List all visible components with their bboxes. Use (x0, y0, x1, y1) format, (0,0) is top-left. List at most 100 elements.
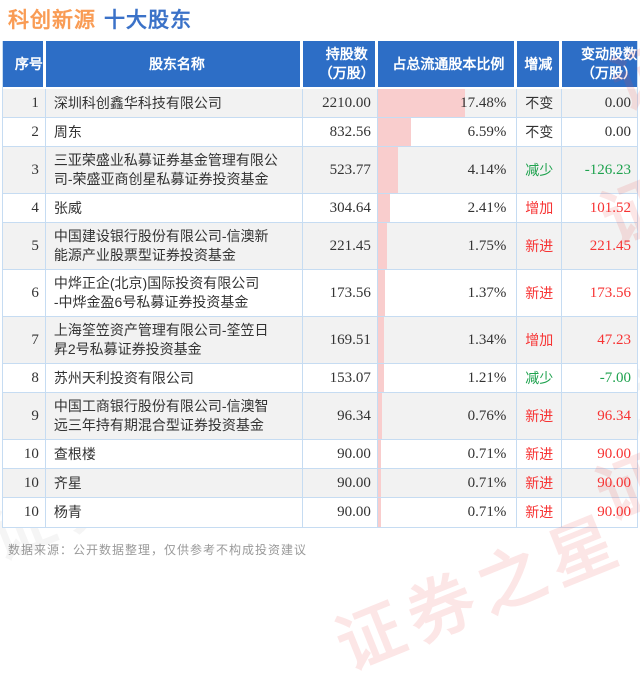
cell-percent: 4.14% (377, 147, 518, 194)
cell-percent: 0.76% (377, 393, 518, 440)
table-row: 10 查根楼 90.00 0.71% 新进 90.00 (3, 440, 638, 469)
cell-change-shares: 101.52 (562, 194, 638, 223)
cell-percent: 17.48% (377, 89, 518, 118)
cell-change-label: 新进 (517, 498, 563, 527)
percent-value: 0.76% (467, 407, 507, 424)
cell-shares: 90.00 (303, 469, 378, 498)
cell-shareholder-name: 中烨正企(北京)国际投资有限公司 -中烨金盈6号私募证券投资基金 (45, 270, 304, 317)
cell-rank: 3 (3, 147, 46, 194)
cell-change-label: 增加 (517, 317, 563, 364)
percent-value: 0.71% (467, 474, 507, 491)
table-row: 5 中国建设银行股份有限公司-信澳新 能源产业股票型证券投资基金 221.45 1.7… (3, 223, 638, 270)
cell-change-shares: 47.23 (562, 317, 638, 364)
percent-value: 1.21% (467, 369, 507, 386)
cell-shares: 2210.00 (303, 89, 378, 118)
percent-bar (377, 440, 382, 468)
cell-percent: 1.75% (377, 223, 518, 270)
header-rank: 序号 (3, 41, 46, 89)
percent-value: 1.34% (467, 331, 507, 348)
table-header-row: 序号 股东名称 持股数 （万股） 占总流通股本比例 增减 变动股数 （万股） (3, 41, 637, 89)
cell-shares: 96.34 (303, 393, 378, 440)
percent-bar (377, 498, 382, 527)
table-row: 1 深圳科创鑫华科技有限公司 2210.00 17.48% 不变 0.00 (3, 89, 638, 118)
cell-percent: 1.37% (377, 270, 518, 317)
percent-bar (377, 364, 384, 392)
cell-change-shares: 90.00 (597, 504, 632, 520)
table-row: 6 中烨正企(北京)国际投资有限公司 -中烨金盈6号私募证券投资基金 173.56 1… (3, 270, 638, 317)
shareholders-table: 序号 股东名称 持股数 （万股） 占总流通股本比例 增减 变动股数 （万股） 1… (2, 41, 638, 528)
cell-shareholder-name: 三亚荣盛业私募证券基金管理有限公 司-荣盛亚商创星私募证券投资基金 (45, 147, 304, 194)
cell-shares: 832.56 (303, 118, 378, 147)
header-shareholder: 股东名称 (45, 41, 304, 89)
cell-rank: 8 (3, 364, 46, 393)
cell-shareholder-name: 周东 (45, 118, 304, 147)
cell-shareholder-name: 深圳科创鑫华科技有限公司 (45, 89, 304, 118)
cell-change-shares: 96.34 (562, 393, 638, 440)
cell-change-label: 新进 (517, 223, 563, 270)
cell-rank: 10 (3, 440, 46, 469)
cell-change-shares: 173.56 (562, 270, 638, 317)
percent-bar (377, 223, 387, 269)
percent-bar (377, 147, 399, 193)
cell-change-shares: -126.23 (562, 147, 638, 194)
header-delta: 变动股数 （万股） (562, 41, 637, 89)
percent-bar (377, 118, 411, 146)
cell-change-label: 不变 (517, 89, 563, 118)
cell-shareholder-name: 中国工商银行股份有限公司-信澳智 远三年持有期混合型证券投资基金 (45, 393, 304, 440)
cell-shares: 90.00 (303, 440, 378, 469)
cell-percent: 0.71% (377, 469, 518, 498)
cell-change-label: 新进 (517, 393, 563, 440)
cell-shareholder-name: 中国建设银行股份有限公司-信澳新 能源产业股票型证券投资基金 (45, 223, 304, 270)
percent-bar (377, 393, 382, 439)
cell-percent: 0.71% (377, 440, 518, 469)
cell-shares: 169.51 (303, 317, 378, 364)
cell-rank: 10 (3, 498, 46, 527)
cell-shareholder-name: 齐星 (45, 469, 304, 498)
cell-percent: 0.71% (377, 498, 518, 527)
table-row: 4 张威 304.64 2.41% 增加 101.52 (3, 194, 638, 223)
cell-shareholder-name: 苏州天利投资有限公司 (45, 364, 304, 393)
cell-percent: 1.21% (377, 364, 518, 393)
cell-shares: 173.56 (303, 270, 378, 317)
cell-change-shares: 221.45 (562, 223, 638, 270)
cell-change-label: 新进 (517, 469, 563, 498)
percent-value: 6.59% (467, 123, 507, 140)
cell-percent: 2.41% (377, 194, 518, 223)
cell-change-label: 新进 (517, 270, 563, 317)
table-row: 7 上海筌笠资产管理有限公司-筌笠日 昇2号私募证券投资基金 169.51 1.34%… (3, 317, 638, 364)
percent-bar (377, 469, 382, 497)
cell-shares: 153.07 (303, 364, 378, 393)
cell-shareholder-name: 张威 (45, 194, 304, 223)
cell-change-shares: 90.00 (562, 469, 638, 498)
cell-shares: 523.77 (303, 147, 378, 194)
table-row: 10 杨青 90.00 0.71% 新进 90.00 (3, 498, 637, 527)
table-row: 8 苏州天利投资有限公司 153.07 1.21% 减少 -7.00 (3, 364, 638, 393)
cell-change-label: 增加 (517, 194, 563, 223)
percent-bar (377, 270, 385, 316)
percent-value: 17.48% (460, 94, 507, 111)
cell-rank: 4 (3, 194, 46, 223)
cell-change-shares: 90.00 (562, 440, 638, 469)
page-title: 科创新源 十大股东 (0, 0, 640, 41)
cell-change-label: 新进 (517, 440, 563, 469)
table-row: 10 齐星 90.00 0.71% 新进 90.00 (3, 469, 638, 498)
cell-rank: 6 (3, 270, 46, 317)
cell-rank: 9 (3, 393, 46, 440)
percent-value: 2.41% (467, 199, 507, 216)
percent-value: 1.37% (467, 284, 507, 301)
cell-change-shares: 0.00 (562, 89, 638, 118)
header-percent: 占总流通股本比例 (377, 41, 518, 89)
cell-rank: 5 (3, 223, 46, 270)
cell-rank: 2 (3, 118, 46, 147)
cell-change-label: 不变 (517, 118, 563, 147)
cell-change-label: 减少 (517, 147, 563, 194)
percent-value: 0.71% (467, 504, 507, 520)
header-change: 增减 (517, 41, 563, 89)
cell-shareholder-name: 上海筌笠资产管理有限公司-筌笠日 昇2号私募证券投资基金 (45, 317, 304, 364)
cell-shares: 221.45 (303, 223, 378, 270)
cell-rank: 1 (3, 89, 46, 118)
cell-rank: 7 (3, 317, 46, 364)
cell-percent: 1.34% (377, 317, 518, 364)
header-shares: 持股数 （万股） (303, 41, 378, 89)
cell-rank: 10 (3, 469, 46, 498)
